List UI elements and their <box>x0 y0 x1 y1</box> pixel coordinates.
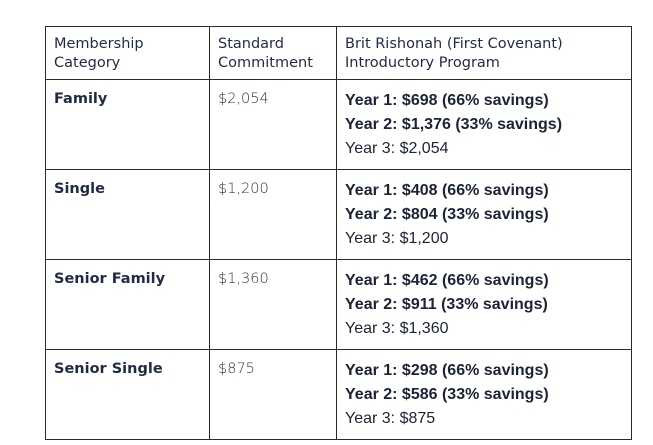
header-row: Membership Category Standard Commitment … <box>45 26 632 80</box>
header-standard-commitment: Standard Commitment <box>209 26 337 80</box>
standard-cell: $1,200 <box>209 169 337 260</box>
standard-cell: $2,054 <box>209 79 337 170</box>
year-1-price: Year 1: $298 (66% savings) <box>345 362 549 379</box>
year-3-price: Year 3: $2,054 <box>345 140 449 157</box>
year-3-price: Year 3: $1,200 <box>345 230 449 247</box>
program-cell: Year 1: $298 (66% savings) Year 2: $586 … <box>336 349 632 440</box>
header-text: Introductory Program <box>345 55 500 71</box>
table-row: Single $1,200 Year 1: $408 (66% savings)… <box>45 169 632 260</box>
header-membership-category: Membership Category <box>45 26 210 80</box>
category-cell: Senior Family <box>45 259 210 350</box>
category-cell: Single <box>45 169 210 260</box>
header-text: Membership <box>54 36 144 52</box>
standard-cell: $875 <box>209 349 337 440</box>
program-cell: Year 1: $462 (66% savings) Year 2: $911 … <box>336 259 632 350</box>
year-1-price: Year 1: $698 (66% savings) <box>345 92 549 109</box>
year-3-price: Year 3: $875 <box>345 410 436 427</box>
standard-cell: $1,360 <box>209 259 337 350</box>
header-text: Standard <box>218 36 284 52</box>
table-row: Family $2,054 Year 1: $698 (66% savings)… <box>45 79 632 170</box>
header-text: Category <box>54 55 121 71</box>
membership-pricing-table-container: Membership Category Standard Commitment … <box>45 26 632 440</box>
year-1-price: Year 1: $408 (66% savings) <box>345 182 549 199</box>
header-text: Brit Rishonah (First Covenant) <box>345 36 563 52</box>
header-introductory-program: Brit Rishonah (First Covenant) Introduct… <box>336 26 632 80</box>
table-row: Senior Family $1,360 Year 1: $462 (66% s… <box>45 259 632 350</box>
header-text: Commitment <box>218 55 313 71</box>
program-cell: Year 1: $698 (66% savings) Year 2: $1,37… <box>336 79 632 170</box>
table-row: Senior Single $875 Year 1: $298 (66% sav… <box>45 349 632 440</box>
year-2-price: Year 2: $1,376 (33% savings) <box>345 116 563 133</box>
year-2-price: Year 2: $586 (33% savings) <box>345 386 549 403</box>
year-2-price: Year 2: $804 (33% savings) <box>345 206 549 223</box>
category-cell: Family <box>45 79 210 170</box>
program-cell: Year 1: $408 (66% savings) Year 2: $804 … <box>336 169 632 260</box>
year-1-price: Year 1: $462 (66% savings) <box>345 272 549 289</box>
year-3-price: Year 3: $1,360 <box>345 320 449 337</box>
year-2-price: Year 2: $911 (33% savings) <box>345 296 548 313</box>
category-cell: Senior Single <box>45 349 210 440</box>
membership-pricing-table: Membership Category Standard Commitment … <box>45 26 632 440</box>
